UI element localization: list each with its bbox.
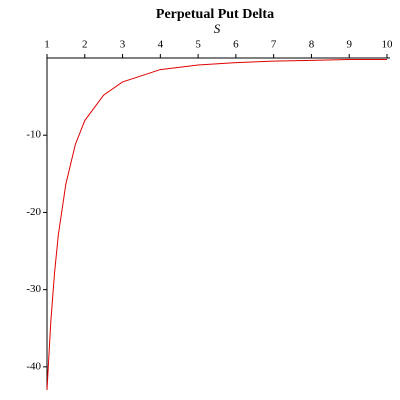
y-tick-label: -20	[26, 206, 41, 218]
x-tick-label: 9	[346, 39, 352, 51]
line	[46, 59, 387, 391]
y-tick-label: -40	[26, 360, 41, 372]
x-tick-label: 3	[120, 39, 126, 51]
x-tick-label: 6	[233, 39, 239, 51]
y-tick-label: -10	[26, 129, 41, 141]
x-tick-label: 4	[158, 39, 164, 51]
x-tick-label: 10	[382, 39, 394, 51]
x-tick-label: 1	[44, 39, 50, 51]
x-tick-label: 7	[271, 39, 277, 51]
x-tick-label: 2	[82, 39, 88, 51]
chart-title: Perpetual Put Delta	[156, 7, 274, 22]
x-axis-label: S	[214, 21, 221, 36]
x-tick-label: 8	[309, 39, 315, 51]
x-tick-label: 5	[195, 39, 201, 51]
y-tick-label: -30	[26, 283, 41, 295]
